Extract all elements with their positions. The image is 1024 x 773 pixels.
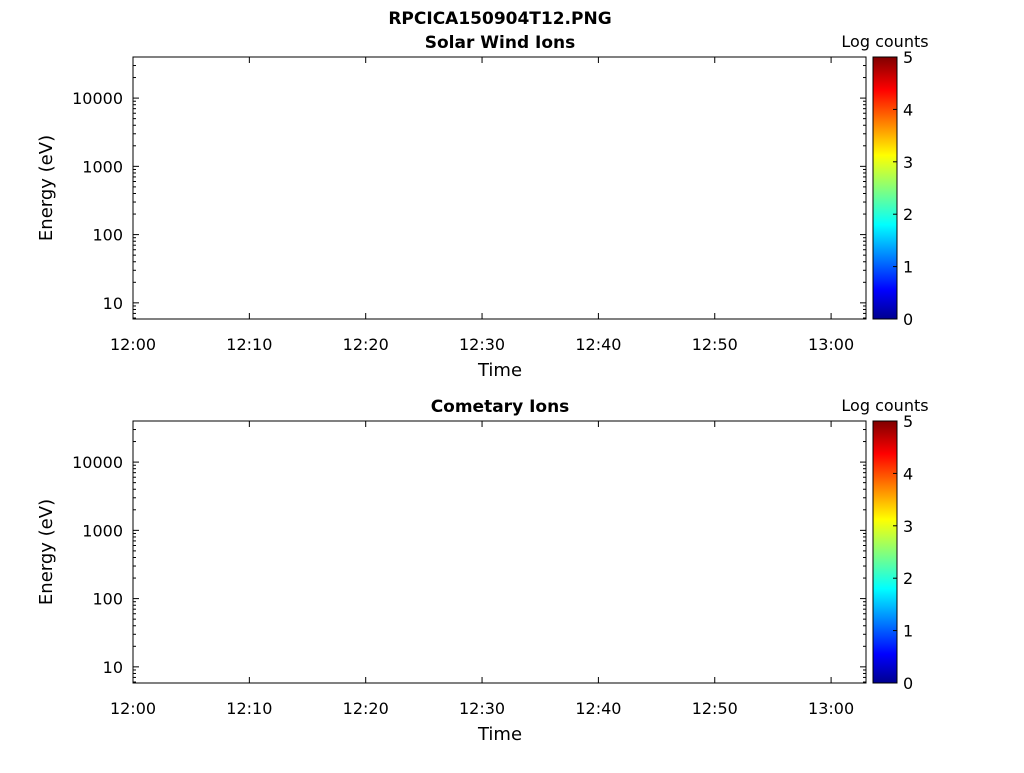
x-axis-label: Time xyxy=(477,724,522,745)
x-tick-label: 12:20 xyxy=(343,699,389,718)
y-axis: 10 100 1000 10000 xyxy=(72,56,866,319)
x-tick-label: 12:40 xyxy=(575,335,621,354)
x-tick-label: 13:00 xyxy=(808,699,854,718)
x-tick-label: 12:50 xyxy=(692,335,738,354)
panel-cometary-ions: Cometary Ions 12:00 12:10 12:20 12:30 12:40 1… xyxy=(36,396,929,745)
x-tick-label: 12:00 xyxy=(110,335,156,354)
y-tick-label: 10 xyxy=(103,658,123,677)
figure-title: RPCICA150904T12.PNG xyxy=(388,9,611,29)
colorbar-tick-label: 1 xyxy=(903,622,913,641)
colorbar-tick-label: 5 xyxy=(903,412,913,431)
y-axis: 10 100 1000 10000 xyxy=(72,420,866,683)
colorbar-tick-label: 0 xyxy=(903,310,913,329)
panel-title: Cometary Ions xyxy=(431,397,570,417)
colorbar-tick-label: 5 xyxy=(903,48,913,67)
x-axis: 12:00 12:10 12:20 12:30 12:40 12:50 13:00 xyxy=(110,57,854,354)
colorbar-tick-label: 4 xyxy=(903,464,913,483)
y-tick-label: 100 xyxy=(92,590,123,609)
y-tick-label: 10 xyxy=(103,294,123,313)
colorbar-tick-label: 2 xyxy=(903,569,913,588)
colorbar-tick-label: 0 xyxy=(903,674,913,693)
colorbar-tick-label: 3 xyxy=(903,153,913,172)
x-tick-label: 13:00 xyxy=(808,335,854,354)
colorbar-tick-label: 3 xyxy=(903,517,913,536)
y-tick-label: 10000 xyxy=(72,453,123,472)
y-axis-label: Energy (eV) xyxy=(36,135,57,241)
x-tick-label: 12:20 xyxy=(343,335,389,354)
colorbar-tick-label: 2 xyxy=(903,205,913,224)
colorbar-label: Log counts xyxy=(841,32,928,51)
plot-frame xyxy=(132,420,867,684)
plot-frame xyxy=(132,56,867,320)
colorbar-ticks: 0 1 2 3 4 5 xyxy=(893,48,913,329)
x-tick-label: 12:50 xyxy=(692,699,738,718)
y-axis-label: Energy (eV) xyxy=(36,499,57,605)
x-tick-label: 12:10 xyxy=(226,335,272,354)
x-tick-label: 12:30 xyxy=(459,335,505,354)
x-tick-label: 12:10 xyxy=(226,699,272,718)
colorbar-tick-label: 1 xyxy=(903,258,913,277)
colorbar xyxy=(872,420,898,684)
x-tick-label: 12:30 xyxy=(459,699,505,718)
colorbar-tick-label: 4 xyxy=(903,100,913,119)
y-tick-label: 100 xyxy=(92,226,123,245)
x-tick-label: 12:40 xyxy=(575,699,621,718)
x-axis: 12:00 12:10 12:20 12:30 12:40 12:50 13:00 xyxy=(110,421,854,718)
y-tick-label: 1000 xyxy=(82,521,123,540)
y-tick-label: 10000 xyxy=(72,89,123,108)
colorbar xyxy=(872,56,898,320)
panel-title: Solar Wind Ions xyxy=(425,33,576,53)
panel-solar-wind-ions: Solar Wind Ions 12:00 12:10 12:20 12:30 12:4… xyxy=(36,32,929,381)
x-axis-label: Time xyxy=(477,360,522,381)
colorbar-ticks: 0 1 2 3 4 5 xyxy=(893,412,913,693)
y-tick-label: 1000 xyxy=(82,157,123,176)
colorbar-label: Log counts xyxy=(841,396,928,415)
x-tick-label: 12:00 xyxy=(110,699,156,718)
